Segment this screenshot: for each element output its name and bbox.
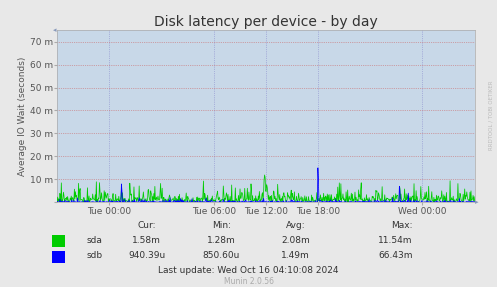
Text: Last update: Wed Oct 16 04:10:08 2024: Last update: Wed Oct 16 04:10:08 2024 — [158, 266, 339, 275]
Text: Min:: Min: — [212, 221, 231, 230]
Text: 1.28m: 1.28m — [207, 236, 236, 245]
Text: 1.49m: 1.49m — [281, 251, 310, 260]
Text: 940.39u: 940.39u — [128, 251, 165, 260]
Text: 2.08m: 2.08m — [281, 236, 310, 245]
Text: Munin 2.0.56: Munin 2.0.56 — [224, 277, 273, 286]
Text: sdb: sdb — [87, 251, 103, 260]
Text: ◂: ◂ — [53, 27, 57, 33]
Text: RRDTOOL / TOBI OETIKER: RRDTOOL / TOBI OETIKER — [488, 80, 493, 150]
Text: 1.58m: 1.58m — [132, 236, 161, 245]
Text: 850.60u: 850.60u — [202, 251, 240, 260]
Text: 11.54m: 11.54m — [378, 236, 413, 245]
Text: Cur:: Cur: — [137, 221, 156, 230]
Title: Disk latency per device - by day: Disk latency per device - by day — [154, 15, 378, 29]
Text: 66.43m: 66.43m — [378, 251, 413, 260]
Text: sda: sda — [87, 236, 103, 245]
Text: Max:: Max: — [391, 221, 413, 230]
Y-axis label: Average IO Wait (seconds): Average IO Wait (seconds) — [18, 57, 27, 176]
Text: ▸: ▸ — [475, 199, 479, 205]
Text: Avg:: Avg: — [286, 221, 306, 230]
